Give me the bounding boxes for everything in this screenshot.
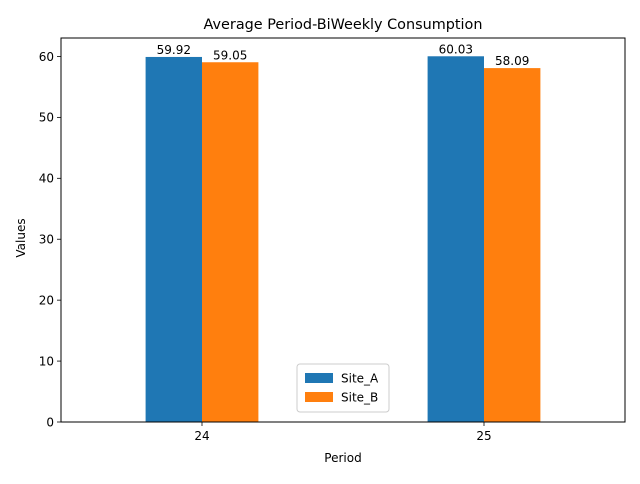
x-tick-label: 24 (194, 429, 209, 443)
y-axis-label: Values (14, 218, 28, 257)
bar-labels-layer: 59.92 60.03 59.05 58.09 (157, 42, 530, 68)
bar-value-label: 58.09 (495, 54, 529, 68)
bar-site-b-25 (484, 68, 541, 422)
bar-site-a-25 (427, 56, 484, 422)
legend-label-site-b: Site_B (341, 391, 378, 405)
chart-title: Average Period-BiWeekly Consumption (204, 17, 483, 33)
bar-value-label: 59.05 (213, 48, 247, 62)
y-tick-label: 0 (46, 415, 54, 429)
bar-value-label: 59.92 (157, 43, 191, 57)
y-tick-label: 20 (39, 293, 54, 307)
bar-value-label: 60.03 (439, 42, 473, 56)
y-tick-label: 50 (39, 111, 54, 125)
legend-swatch-site-b (305, 392, 333, 402)
bar-site-a-24 (145, 56, 202, 422)
bars-layer (145, 56, 541, 422)
x-axis-ticks: 24 25 (194, 422, 492, 443)
y-tick-label: 10 (39, 354, 54, 368)
legend-swatch-site-a (305, 373, 333, 383)
y-axis-ticks: 0 10 20 30 40 50 60 (39, 50, 61, 429)
bar-site-b-24 (202, 62, 259, 422)
y-tick-label: 60 (39, 50, 54, 64)
y-tick-label: 40 (39, 172, 54, 186)
plot-frame (60, 37, 626, 423)
y-tick-label: 30 (39, 233, 54, 247)
x-tick-label: 25 (476, 429, 491, 443)
legend: Site_A Site_B (296, 363, 390, 413)
x-axis-label: Period (324, 451, 361, 465)
legend-label-site-a: Site_A (341, 372, 379, 386)
